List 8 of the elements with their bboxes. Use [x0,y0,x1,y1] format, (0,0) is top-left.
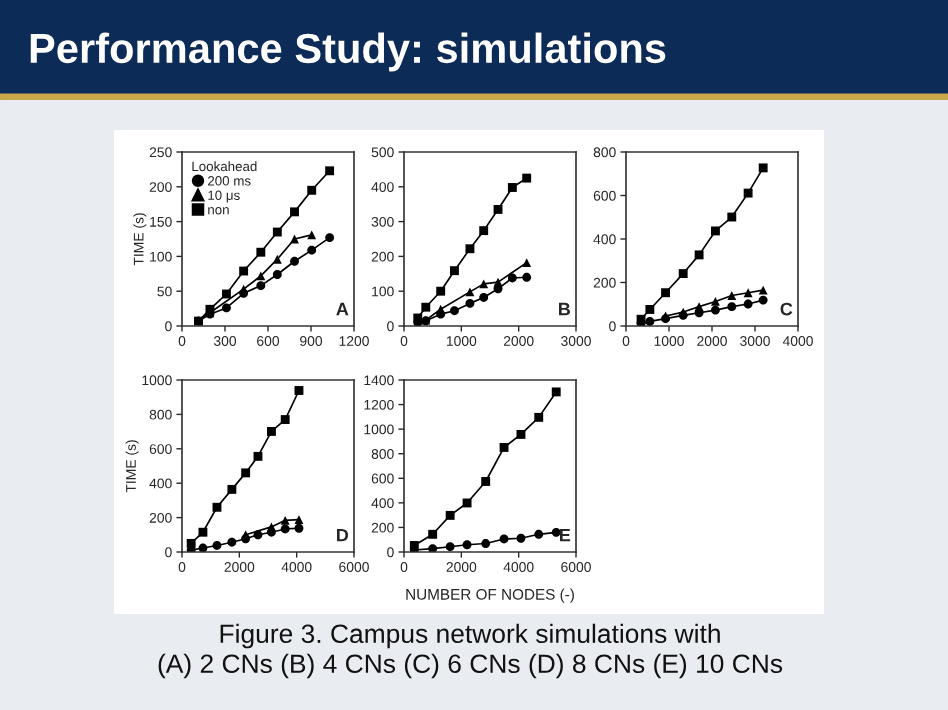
annotation: A [336,302,349,316]
annotation: D [337,528,349,542]
annotation: C [780,302,793,316]
annotation: B [559,302,571,316]
text: (A) 2 CNs (B) 4 CNs (C) 6 CNs (D) 8 CNs (E) 10 CNs [158,653,783,679]
caption: Figure 3. Campus network simulations with [220,623,720,649]
text: Performance Study: simulations [30,32,666,72]
annotation: E [560,528,571,542]
